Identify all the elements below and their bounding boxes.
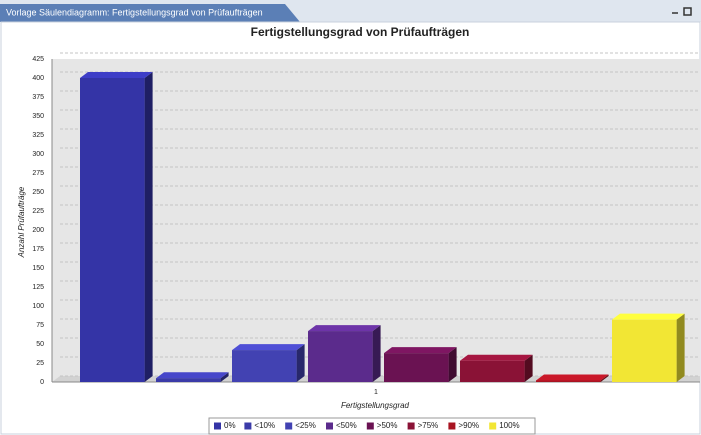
legend-label: <10% [254, 421, 275, 430]
legend-label: <50% [336, 421, 357, 430]
y-tick-label: 300 [32, 151, 44, 158]
chart-title: Fertigstellungsgrad von Prüfaufträgen [251, 25, 470, 39]
bar-top [536, 374, 609, 381]
bar-top [612, 313, 685, 320]
y-tick-label: 75 [36, 322, 44, 329]
y-tick-label: 150 [32, 265, 44, 272]
legend-label: >75% [418, 421, 439, 430]
legend-label: 0% [224, 421, 236, 430]
legend-label: 100% [499, 421, 519, 430]
y-tick-label: 50 [36, 341, 44, 348]
bar [232, 350, 297, 382]
y-tick-label: 225 [32, 208, 44, 215]
bar [308, 331, 373, 382]
x-axis-label: Fertigstellungsgrad [341, 401, 410, 410]
y-tick-label: 25 [36, 360, 44, 367]
bar [384, 353, 449, 382]
y-tick-label: 250 [32, 189, 44, 196]
y-tick-label: 0 [40, 379, 44, 386]
legend-swatch [244, 422, 252, 430]
legend-label: >90% [458, 421, 479, 430]
y-tick-label: 125 [32, 284, 44, 291]
bar-side [220, 372, 229, 382]
y-tick-label: 400 [32, 75, 44, 82]
bar-side [600, 374, 609, 382]
bar-top [384, 347, 457, 354]
bar [536, 380, 601, 382]
y-tick-label: 425 [32, 56, 44, 63]
maximize-button[interactable] [683, 7, 692, 16]
active-tab[interactable] [0, 4, 300, 22]
legend-swatch [366, 422, 374, 430]
bar-top [156, 372, 229, 379]
bar-side [524, 354, 533, 382]
tab-title: Vorlage Säulendiagramm: Fertigstellungsg… [6, 7, 263, 17]
bar [156, 378, 221, 382]
bar-top [460, 354, 533, 361]
bar-top [232, 344, 305, 351]
y-tick-label: 275 [32, 170, 44, 177]
bar-top [80, 72, 153, 78]
y-tick-label: 175 [32, 246, 44, 253]
x-tick-label: 1 [374, 389, 378, 396]
bar-top [308, 325, 381, 332]
bar-side [372, 325, 381, 382]
legend-swatch [448, 422, 456, 430]
legend-swatch [489, 422, 497, 430]
y-tick-label: 325 [32, 132, 44, 139]
legend-swatch [326, 422, 333, 430]
bar-side [296, 344, 305, 382]
bar-side [144, 72, 153, 382]
legend-swatch [407, 422, 415, 430]
legend-swatch [214, 422, 221, 430]
bar [612, 319, 677, 382]
y-tick-label: 200 [32, 227, 44, 234]
y-tick-label: 350 [32, 113, 44, 120]
y-axis-label: Anzahl Prüfaufträge [17, 186, 26, 258]
legend-label: >50% [377, 421, 398, 430]
bar-side [448, 347, 457, 382]
bar [80, 78, 145, 382]
bar-side [676, 313, 685, 382]
legend-label: <25% [295, 421, 316, 430]
legend-swatch [285, 422, 293, 430]
bar [460, 360, 525, 382]
y-tick-label: 100 [32, 303, 44, 310]
y-tick-label: 375 [32, 94, 44, 101]
